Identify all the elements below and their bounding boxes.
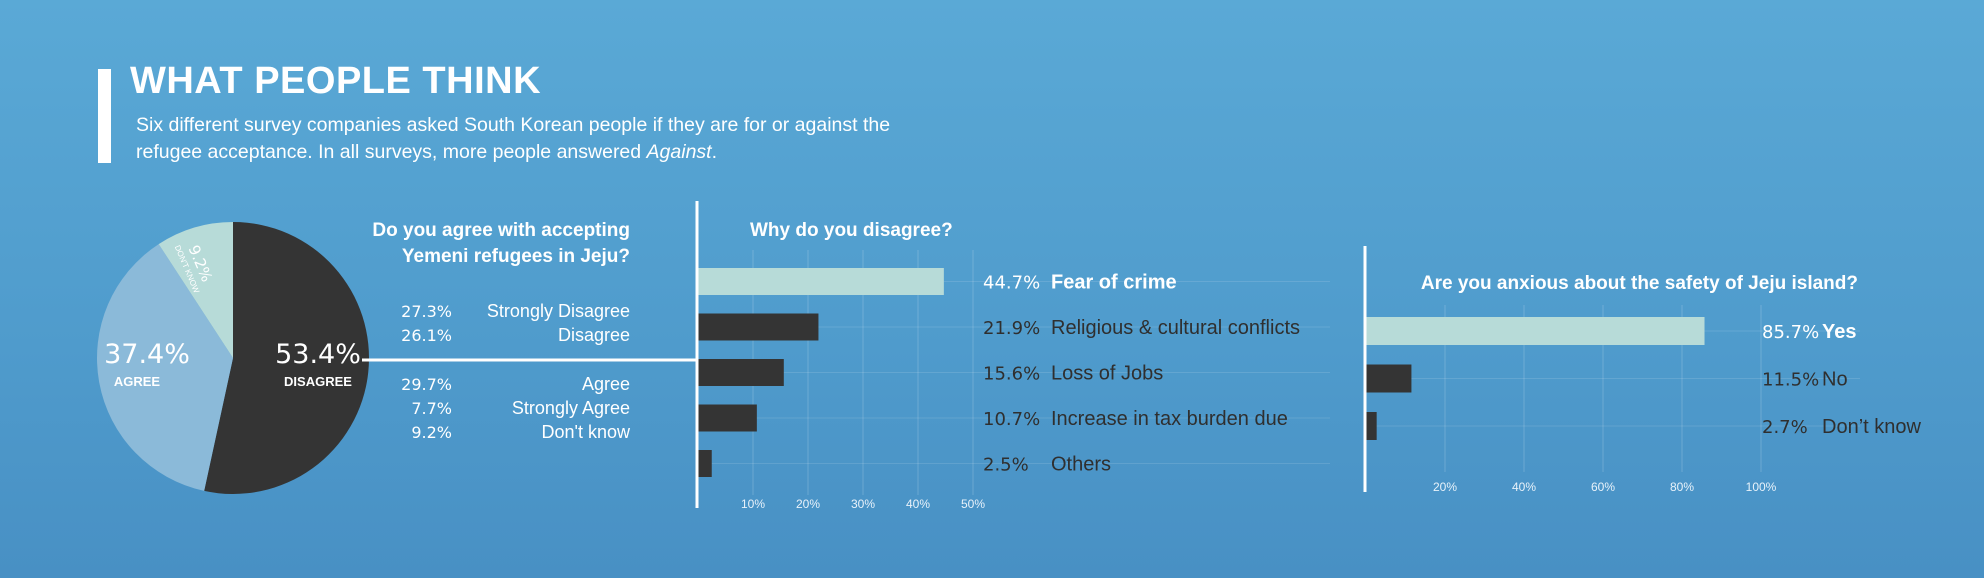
disagree-tick-label: 30% (851, 497, 875, 511)
disagree-value-label: 15.6% (983, 364, 1040, 385)
disagree-value-label: 21.9% (983, 318, 1040, 339)
disagree-bar (698, 268, 944, 295)
breakdown-value: 26.1% (401, 326, 452, 345)
breakdown-label: Strongly Disagree (487, 301, 630, 321)
breakdown-value: 27.3% (401, 302, 452, 321)
disagree-bar (698, 450, 712, 477)
disagree-bar (698, 404, 757, 432)
disagree-tick-label: 40% (906, 497, 930, 511)
anxious-category-label: No (1822, 369, 1848, 391)
anxious-tick-label: 100% (1746, 480, 1777, 494)
anxious-bar (1366, 412, 1377, 440)
disagree-category-label: Fear of crime (1051, 272, 1177, 294)
breakdown-value: 9.2% (411, 423, 452, 442)
breakdown-value: 29.7% (401, 375, 452, 394)
anxious-bar (1366, 317, 1705, 345)
anxious-tick-label: 40% (1512, 480, 1536, 494)
disagree-bar (698, 359, 784, 386)
disagree-category-label: Religious & cultural conflicts (1051, 317, 1300, 339)
anxious-category-label: Don’t know (1822, 416, 1921, 438)
disagree-title: Why do you disagree? (750, 220, 953, 241)
pie-slice-disagree (204, 222, 369, 494)
anxious-category-label: Yes (1822, 321, 1856, 343)
anxious-bar (1366, 364, 1412, 393)
disagree-category-label: Others (1051, 454, 1111, 476)
pie-question-line-1: Do you agree with accepting (372, 220, 630, 241)
pie-value-agree: 37.4% (104, 339, 190, 370)
anxious-tick-label: 20% (1433, 480, 1457, 494)
breakdown-label: Don't know (542, 422, 631, 442)
disagree-tick-label: 10% (741, 497, 765, 511)
breakdown-label: Strongly Agree (512, 398, 630, 418)
breakdown-label: Agree (582, 374, 630, 394)
anxious-value-label: 11.5% (1762, 370, 1819, 391)
pie-category-agree: AGREE (114, 374, 161, 389)
anxious-value-label: 2.7% (1762, 417, 1808, 438)
page-subtitle: Six different survey companies asked Sou… (136, 114, 891, 163)
pie-slice-agree (96, 244, 233, 491)
anxious-value-label: 85.7% (1762, 322, 1819, 343)
disagree-tick-label: 50% (961, 497, 985, 511)
disagree-category-label: Loss of Jobs (1051, 363, 1163, 385)
anxious-tick-label: 80% (1670, 480, 1694, 494)
disagree-value-label: 2.5% (983, 455, 1029, 476)
disagree-value-label: 10.7% (983, 409, 1040, 430)
disagree-category-label: Increase in tax burden due (1051, 408, 1288, 430)
disagree-tick-label: 20% (796, 497, 820, 511)
breakdown-value: 7.7% (411, 399, 452, 418)
disagree-bar (698, 313, 819, 341)
title-accent-bar (98, 69, 111, 163)
breakdown-label: Disagree (558, 325, 630, 345)
disagree-value-label: 44.7% (983, 273, 1040, 294)
pie-value-disagree: 53.4% (275, 339, 361, 370)
pie-slice-don-t-know (158, 222, 233, 358)
page-title: WHAT PEOPLE THINK (130, 60, 542, 102)
pie-category-disagree: DISAGREE (284, 374, 352, 389)
pie-question-line-2: Yemeni refugees in Jeju? (402, 246, 630, 267)
anxious-title: Are you anxious about the safety of Jeju… (1421, 273, 1858, 294)
anxious-tick-label: 60% (1591, 480, 1615, 494)
